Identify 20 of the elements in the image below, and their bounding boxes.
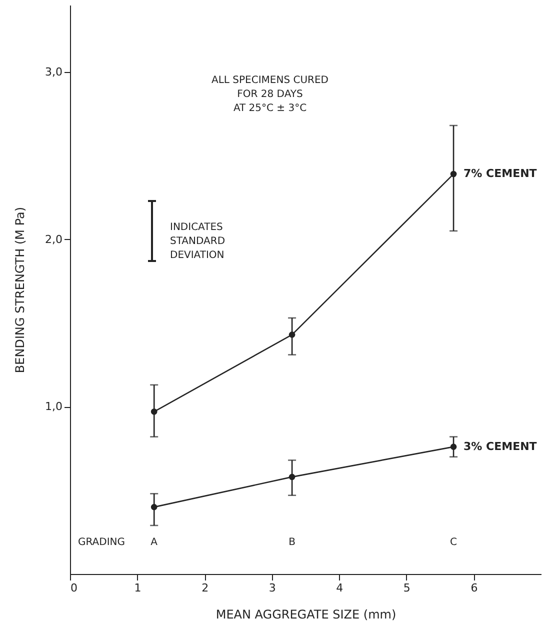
series-label: 3% CEMENT xyxy=(464,440,538,453)
annotation: ALL SPECIMENS CURED FOR 28 DAYS AT 25°C ± 3°C xyxy=(211,75,329,114)
x-tick-label: 6 xyxy=(470,582,478,594)
y-tick-label: 1,0 xyxy=(45,400,62,414)
y-tick-label: 2,0 xyxy=(45,232,62,246)
series-label: 7% CEMENT xyxy=(464,167,538,180)
annotation: C xyxy=(450,537,458,548)
annotation: GRADING xyxy=(78,537,126,548)
x-tick-label: 0 xyxy=(70,582,78,594)
x-tick-label: 5 xyxy=(403,582,410,594)
annotation: B xyxy=(288,537,296,548)
x-tick-label: 4 xyxy=(336,582,344,594)
x-tick-label: 2 xyxy=(202,582,209,594)
annotation: A xyxy=(150,537,158,548)
x-axis-title: MEAN AGGREGATE SIZE (mm) xyxy=(216,608,396,622)
annotation: INDICATES STANDARD DEVIATION xyxy=(170,222,226,261)
x-tick-label: 1 xyxy=(134,582,142,594)
y-tick-label: 3,0 xyxy=(45,65,62,78)
y-axis-title: BENDING STRENGTH (M Pa) xyxy=(13,206,28,374)
x-tick-label: 3 xyxy=(268,582,276,594)
